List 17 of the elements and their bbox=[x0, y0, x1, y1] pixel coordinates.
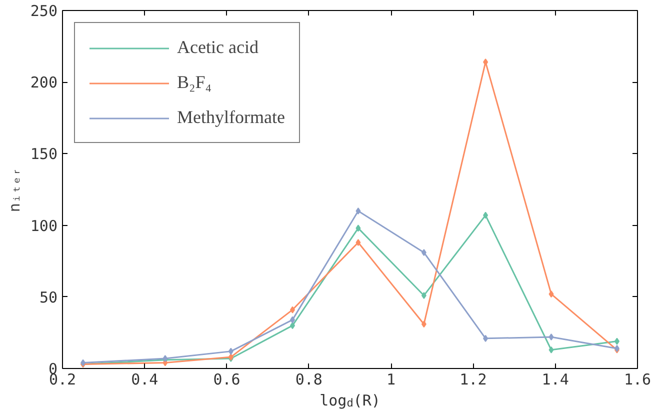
x-tick-label: 1.2 bbox=[460, 370, 487, 388]
x-tick-label: 0.8 bbox=[295, 370, 322, 388]
legend-label: Acetic acid bbox=[177, 37, 258, 58]
y-tick-label: 200 bbox=[30, 74, 58, 92]
y-tick-label: 250 bbox=[30, 2, 58, 20]
x-tick-label: 0.4 bbox=[131, 370, 158, 388]
x-tick-label: 1.4 bbox=[542, 370, 569, 388]
y-axis-title: nᵢₜₑᵣ bbox=[5, 166, 24, 212]
y-tick-label: 100 bbox=[30, 216, 58, 235]
legend-label: B₂F₄ bbox=[177, 72, 212, 93]
x-axis-title: logd(R) bbox=[320, 392, 380, 410]
legend-label: Methylformate bbox=[177, 107, 285, 128]
x-tick-label: 1 bbox=[386, 370, 396, 388]
x-tick-label: 1.6 bbox=[624, 370, 652, 388]
x-tick-label: 0.6 bbox=[213, 370, 240, 388]
y-tick-label: 150 bbox=[30, 145, 58, 164]
y-tick-label: 50 bbox=[39, 288, 58, 306]
